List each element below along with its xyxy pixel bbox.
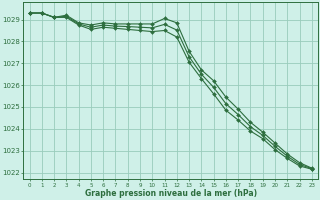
X-axis label: Graphe pression niveau de la mer (hPa): Graphe pression niveau de la mer (hPa) bbox=[84, 189, 257, 198]
